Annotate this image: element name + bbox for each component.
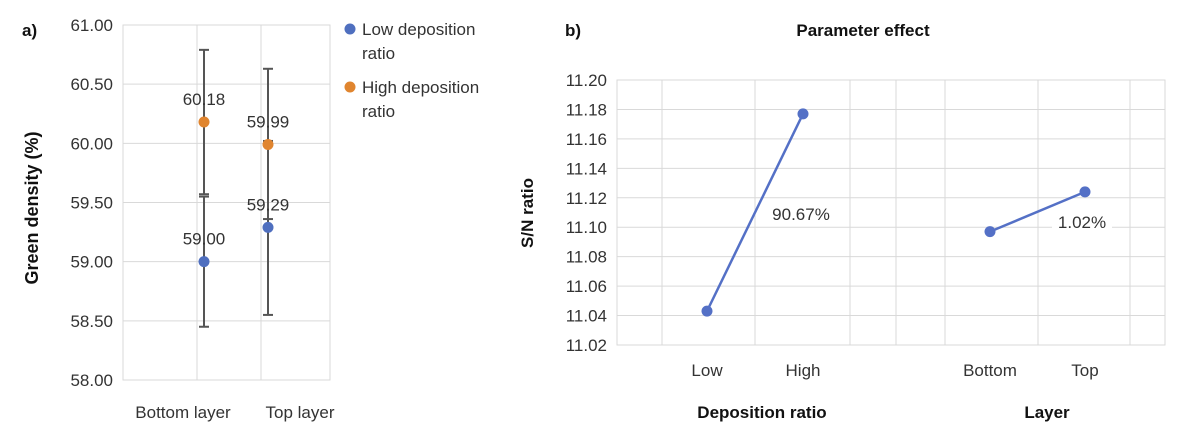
panel-b-lines	[705, 113, 1086, 312]
panel-a-data-label: 59.29	[247, 195, 290, 214]
panel-a-legend-label: ratio	[362, 44, 395, 63]
panel-a-point-high	[262, 139, 274, 151]
panel-b-y-tick-label: 11.02	[566, 336, 607, 355]
panel-b-x-tick-label: Low	[691, 361, 723, 380]
panel-b-y-tick-label: 11.10	[566, 218, 607, 237]
panel-b-point	[701, 305, 713, 317]
panel-b-annotation-bg	[1052, 211, 1112, 233]
panel-b-y-tick-label: 11.16	[566, 130, 607, 149]
panel-b-x-tick-labels: Low High Bottom Top	[691, 361, 1098, 380]
panel-a-gridlines	[122, 24, 331, 381]
panel-b-point	[984, 226, 996, 238]
panel-a-point-low	[198, 256, 210, 268]
panel-b-points	[701, 108, 1091, 317]
panel-b-x-tick-label: Top	[1071, 361, 1098, 380]
panel-b-y-tick-label: 11.18	[566, 100, 607, 119]
panel-b-label: b)	[565, 21, 581, 40]
panel-b-annotations: 90.67% 1.02%	[772, 205, 1112, 233]
panel-a-point-low	[262, 221, 274, 233]
panel-a-legend-marker-high	[344, 81, 356, 93]
panel-a-y-tick-label: 58.00	[70, 371, 113, 390]
panel-b-point	[797, 108, 809, 120]
panel-a-legend-label: ratio	[362, 102, 395, 121]
panel-a-x-tick-label: Bottom layer	[135, 403, 231, 422]
panel-a-legend-marker-low	[344, 23, 356, 35]
panel-a-x-tick-label: Top layer	[266, 403, 335, 422]
panel-a-data-label: 59.99	[247, 113, 290, 132]
panel-a-y-tick-labels: 58.00 58.50 59.00 59.50 60.00 60.50 61.00	[70, 16, 113, 390]
panel-a-y-axis-title: Green density (%)	[22, 131, 42, 284]
panel-a-x-tick-labels: Bottom layer Top layer	[135, 403, 335, 422]
panel-a-y-tick-label: 58.50	[70, 312, 113, 331]
panel-b-y-tick-label: 11.04	[566, 307, 607, 326]
panel-b-group-title: Layer	[1024, 403, 1070, 422]
panel-b-annotation: 1.02%	[1058, 213, 1106, 232]
panel-b-x-tick-label: Bottom	[963, 361, 1017, 380]
panel-b-y-tick-label: 11.14	[566, 159, 607, 178]
panel-a-y-tick-label: 59.00	[70, 253, 113, 272]
panel-a-legend: Low deposition ratio High deposition ratio	[344, 20, 479, 121]
panel-a-y-tick-label: 60.50	[70, 75, 113, 94]
panel-b-series-line	[705, 113, 805, 312]
panel-a-data-label: 60.18	[183, 90, 226, 109]
panel-a-points	[198, 116, 274, 268]
panel-b-y-axis-title: S/N ratio	[518, 178, 537, 248]
panel-a-legend-label: Low deposition	[362, 20, 475, 39]
panel-b-point	[1079, 186, 1091, 198]
panel-b-group-titles: Deposition ratio Layer	[697, 403, 1070, 422]
panel-a-point-high	[198, 116, 210, 128]
panel-a-y-tick-label: 60.00	[70, 134, 113, 153]
panel-b-group-title: Deposition ratio	[697, 403, 826, 422]
panel-a-data-label: 59.00	[183, 230, 226, 249]
panel-b-x-tick-label: High	[786, 361, 821, 380]
panel-b-y-tick-label: 11.12	[566, 189, 607, 208]
panel-a-y-tick-label: 59.50	[70, 194, 113, 213]
panel-b-title: Parameter effect	[796, 21, 930, 40]
panel-a-label: a)	[22, 21, 37, 40]
panel-a-data-labels: 59.00 59.29 60.18 59.99	[183, 90, 290, 249]
panel-b-y-tick-label: 11.08	[566, 248, 607, 267]
panel-b-series-line	[989, 190, 1086, 233]
panel-b-y-tick-label: 11.20	[566, 71, 607, 90]
panel-b-annotation: 90.67%	[772, 205, 830, 224]
panel-b-y-tick-label: 11.06	[566, 277, 607, 296]
panel-a-legend-label: High deposition	[362, 78, 479, 97]
panel-b-y-tick-labels: 11.02 11.04 11.06 11.08 11.10 11.12 11.14 11.16…	[566, 71, 607, 355]
panel-a-y-tick-label: 61.00	[70, 16, 113, 35]
panel-b-chart: b) Parameter effect S/N ratio 11.02 11.04…	[518, 21, 1166, 422]
panel-a-chart: a) Green density (%) 58.00 58.50 59.00 59.5…	[22, 16, 479, 422]
